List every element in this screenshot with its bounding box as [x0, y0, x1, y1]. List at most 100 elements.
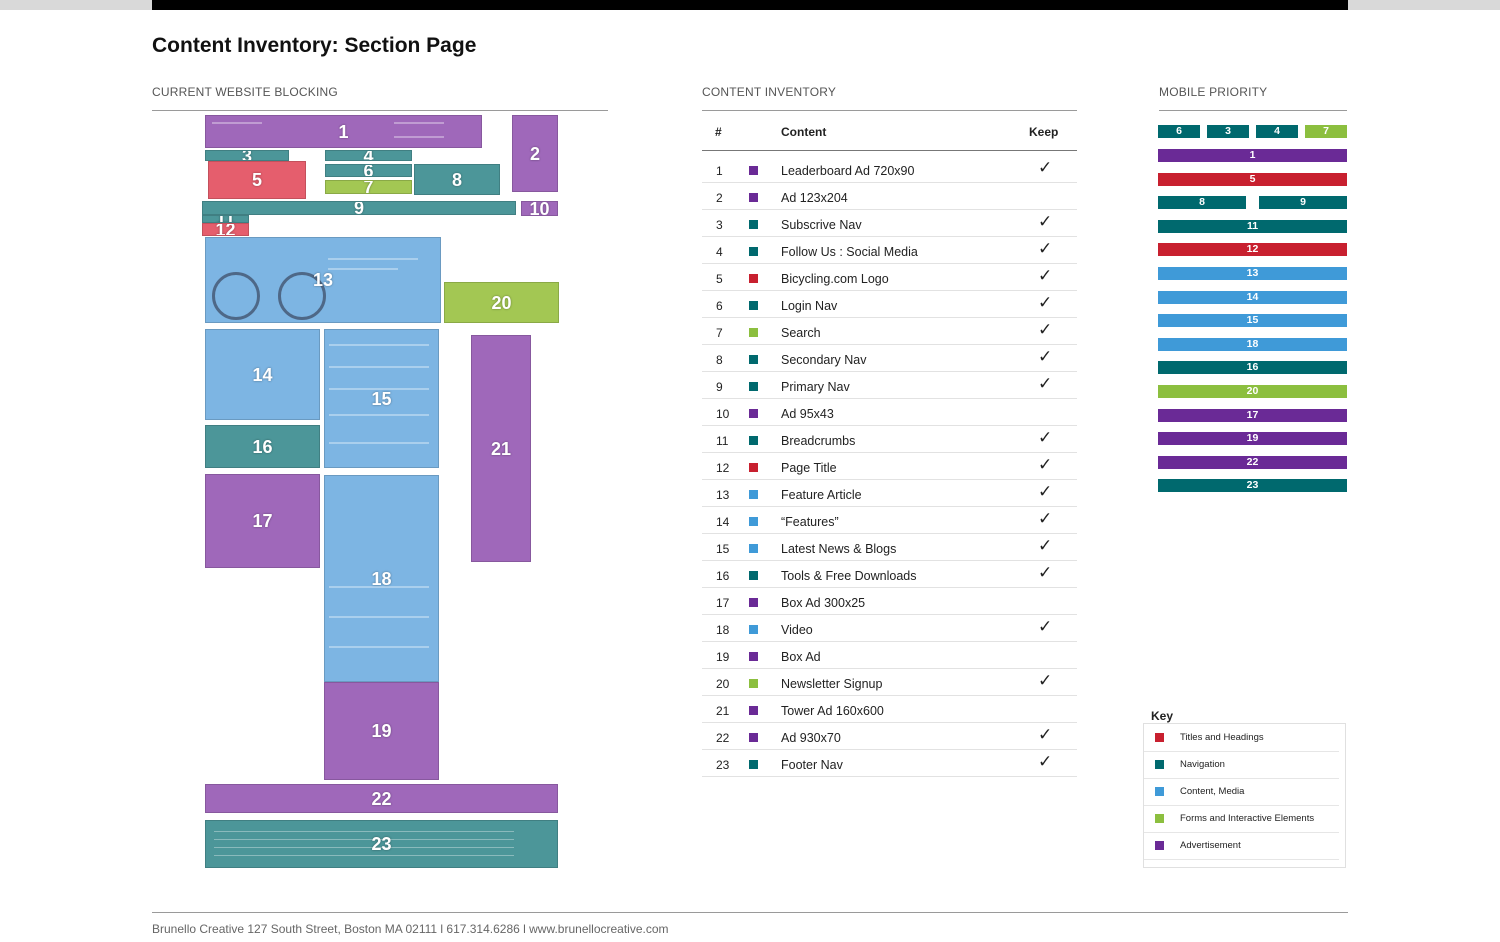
- inventory-row-number: 1: [716, 164, 723, 178]
- mobile-priority-bar: 18: [1158, 337, 1347, 351]
- wf-block-breadcrumbs: 11: [202, 215, 249, 223]
- inventory-row-content: Feature Article: [781, 488, 862, 502]
- key-label: Navigation: [1180, 759, 1225, 770]
- inventory-row-number: 16: [716, 569, 730, 583]
- wf-number: 20: [491, 292, 512, 313]
- inventory-row-number: 18: [716, 623, 730, 637]
- wf-block-tower-ad: 21: [471, 335, 531, 562]
- key-item: Content, Media: [1144, 778, 1339, 806]
- mobile-priority-bar: 7: [1305, 125, 1347, 138]
- category-swatch: [749, 274, 758, 283]
- mobile-priority-bar: 3: [1207, 125, 1249, 138]
- wf-block-page-title: 12: [202, 223, 249, 236]
- inventory-row-number: 10: [716, 407, 730, 421]
- wf-number: 12: [215, 223, 236, 236]
- inventory-row: 5 Bicycling.com Logo ✓: [702, 263, 1077, 291]
- wf-number: 5: [251, 170, 263, 190]
- inventory-row: 2 Ad 123x204: [702, 182, 1077, 210]
- inventory-row: 8 Secondary Nav ✓: [702, 344, 1077, 372]
- keep-check-icon: ✓: [1038, 617, 1053, 636]
- wf-block-secondary-nav: 8: [414, 164, 500, 195]
- category-swatch: [749, 760, 758, 769]
- inventory-row-number: 21: [716, 704, 730, 718]
- inventory-row-number: 5: [716, 272, 723, 286]
- inventory-row-content: Video: [781, 623, 813, 637]
- inventory-row-number: 2: [716, 191, 723, 205]
- mobile-priority-bar: 20: [1158, 385, 1347, 398]
- blocking-rule: [152, 110, 608, 111]
- keep-check-icon: ✓: [1038, 536, 1053, 555]
- wf-number: 18: [371, 568, 392, 589]
- footer-contact: Brunello Creative 127 South Street, Bost…: [152, 922, 669, 936]
- key-legend: Titles and Headings Navigation Content, Me…: [1143, 723, 1346, 868]
- key-item: Navigation: [1144, 751, 1339, 779]
- inventory-row: 3 Subscrive Nav ✓: [702, 209, 1077, 237]
- inventory-row-content: Bicycling.com Logo: [781, 272, 889, 286]
- inventory-row-number: 12: [716, 461, 730, 475]
- keep-check-icon: ✓: [1038, 563, 1053, 582]
- inventory-row-number: 22: [716, 731, 730, 745]
- inventory-row-number: 7: [716, 326, 723, 340]
- keep-check-icon: ✓: [1038, 212, 1053, 231]
- category-swatch: [749, 706, 758, 715]
- category-swatch: [749, 733, 758, 742]
- inventory-row: 14 “Features” ✓: [702, 506, 1077, 534]
- key-swatch: [1155, 787, 1164, 796]
- wf-number: 23: [371, 834, 392, 854]
- inventory-row-content: Search: [781, 326, 821, 340]
- inventory-row: 15 Latest News & Blogs ✓: [702, 533, 1077, 561]
- category-swatch: [749, 409, 758, 418]
- inventory-header-content: Content: [781, 125, 827, 139]
- key-title: Key: [1151, 709, 1174, 723]
- keep-check-icon: ✓: [1038, 158, 1053, 177]
- inventory-row-number: 6: [716, 299, 723, 313]
- wf-block-ad-930x70: 22: [205, 784, 558, 813]
- key-label: Content, Media: [1180, 786, 1245, 797]
- top-rule: [152, 0, 1348, 10]
- keep-check-icon: ✓: [1038, 455, 1053, 474]
- keep-check-icon: ✓: [1038, 239, 1053, 258]
- wf-number: 15: [371, 388, 392, 409]
- wf-block-ad-95x43: 10: [521, 201, 558, 216]
- inventory-row-content: Ad 123x204: [781, 191, 848, 205]
- keep-check-icon: ✓: [1038, 752, 1053, 771]
- inventory-header-num: #: [715, 125, 722, 139]
- wf-number: 9: [353, 201, 365, 215]
- category-swatch: [749, 355, 758, 364]
- wf-number: 11: [216, 216, 235, 222]
- inventory-row: 23 Footer Nav ✓: [702, 749, 1077, 777]
- wf-number: 8: [451, 169, 463, 190]
- category-swatch: [749, 436, 758, 445]
- inventory-row: 21 Tower Ad 160x600: [702, 695, 1077, 723]
- category-swatch: [749, 598, 758, 607]
- inventory-row: 4 Follow Us : Social Media ✓: [702, 236, 1077, 264]
- category-swatch: [749, 571, 758, 580]
- inventory-row: 9 Primary Nav ✓: [702, 371, 1077, 399]
- wf-number: 6: [363, 164, 374, 177]
- mobile-priority-bar: 1: [1158, 149, 1347, 162]
- key-item: Forms and Interactive Elements: [1144, 805, 1339, 833]
- mobile-priority-bar: 14: [1158, 290, 1347, 304]
- page-title: Content Inventory: Section Page: [152, 34, 477, 57]
- mobile-priority-bar: 11: [1158, 219, 1347, 233]
- inventory-row-content: Page Title: [781, 461, 837, 475]
- wf-block-social-media: 4: [325, 150, 412, 161]
- key-label: Advertisement: [1180, 840, 1241, 851]
- inventory-row-content: Box Ad 300x25: [781, 596, 866, 610]
- inventory-row: 11 Breadcrumbs ✓: [702, 425, 1077, 453]
- keep-check-icon: ✓: [1038, 374, 1053, 393]
- wf-number: 17: [252, 511, 273, 531]
- wf-block-latest-news: 15: [324, 329, 439, 468]
- inventory-row: 18 Video ✓: [702, 614, 1077, 642]
- wf-number: 14: [252, 364, 273, 385]
- inventory-row: 16 Tools & Free Downloads ✓: [702, 560, 1077, 588]
- category-swatch: [749, 220, 758, 229]
- inventory-row-content: Footer Nav: [781, 758, 843, 772]
- keep-check-icon: ✓: [1038, 347, 1053, 366]
- wf-number: 1: [338, 121, 349, 142]
- key-swatch: [1155, 841, 1164, 850]
- mobile-rule: [1159, 110, 1347, 111]
- category-swatch: [749, 463, 758, 472]
- key-swatch: [1155, 814, 1164, 823]
- inventory-row-number: 3: [716, 218, 723, 232]
